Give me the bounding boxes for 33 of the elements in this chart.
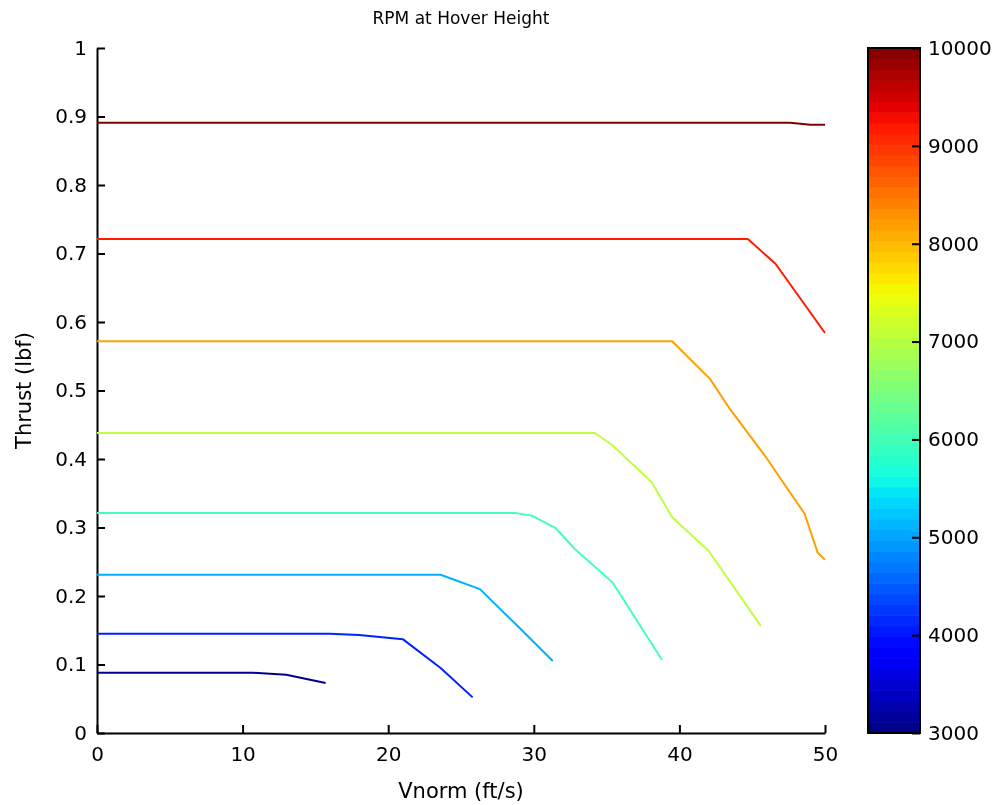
y-tick-label: 0.2 bbox=[55, 583, 87, 608]
x-tick-label: 50 bbox=[812, 742, 839, 767]
y-tick-label: 0.1 bbox=[55, 652, 87, 677]
y-tick-label: 0.9 bbox=[55, 104, 87, 129]
chart-title: RPM at Hover Height bbox=[372, 8, 550, 28]
y-tick-label: 0.4 bbox=[55, 446, 87, 471]
y-tick-label: 1 bbox=[74, 35, 87, 60]
color-bar-label: 10000 bbox=[928, 35, 992, 60]
color-bar-label: 6000 bbox=[928, 427, 979, 452]
color-bar-label: 7000 bbox=[928, 329, 979, 354]
x-tick-label: 20 bbox=[375, 742, 402, 767]
line-series bbox=[96, 573, 554, 663]
y-tick-label: 0.6 bbox=[55, 309, 87, 334]
line-series bbox=[96, 431, 762, 628]
color-bar-label: 5000 bbox=[928, 525, 979, 550]
x-axis-title: Vnorm (ft/s) bbox=[398, 779, 524, 803]
line-series bbox=[96, 632, 474, 699]
x-tick-label: 30 bbox=[521, 742, 548, 767]
y-tick-label: 0.3 bbox=[55, 515, 87, 540]
y-tick-label: 0 bbox=[74, 720, 87, 745]
x-tick-label: 10 bbox=[230, 742, 256, 767]
color-bar-label: 8000 bbox=[928, 231, 979, 256]
y-tick-label: 0.7 bbox=[55, 241, 87, 266]
color-bar-label: 3000 bbox=[928, 720, 979, 745]
x-tick-label: 0 bbox=[91, 742, 104, 767]
x-tick-label: 40 bbox=[667, 742, 693, 767]
line-series bbox=[96, 512, 663, 661]
y-axis-title: Thrust (lbf) bbox=[12, 332, 36, 450]
color-bar-label: 4000 bbox=[928, 623, 979, 648]
y-tick-label: 0.8 bbox=[55, 172, 87, 197]
y-tick-label: 0.5 bbox=[55, 378, 87, 403]
color-bar-label: 9000 bbox=[928, 133, 979, 158]
line-series bbox=[96, 340, 826, 561]
